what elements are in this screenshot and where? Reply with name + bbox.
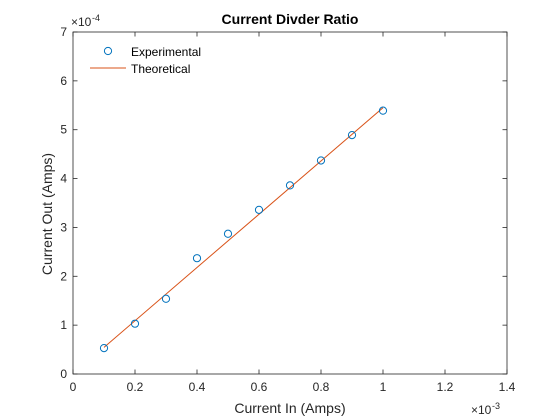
- y-tick-label: 4: [60, 172, 67, 186]
- theoretical-line: [103, 107, 384, 348]
- x-tick-label: 0: [70, 380, 77, 394]
- experimental-point: [161, 294, 171, 303]
- series-layer: [99, 106, 388, 353]
- y-tick-label: 3: [60, 220, 67, 234]
- experimental-point: [99, 344, 109, 353]
- legend-experimental-label: Experimental: [131, 45, 201, 59]
- tick-labels: 0 0.2 0.4 0.6 0.8 1 1.2 1.4 0 1 2 3 4 5 6 7: [60, 25, 515, 394]
- experimental-point: [378, 106, 388, 115]
- experimental-point: [192, 254, 202, 263]
- x-tick-label: 1.4: [499, 380, 516, 394]
- legend-theoretical-label: Theoretical: [131, 62, 190, 76]
- legend: Experimental Theoretical: [90, 45, 201, 76]
- y-tick-label: 0: [60, 367, 67, 381]
- plot-frame: [72, 31, 508, 375]
- experimental-point: [347, 130, 357, 140]
- x-tick-label: 0.4: [189, 380, 206, 394]
- x-tick-label: 1.2: [437, 380, 454, 394]
- x-axis-label: Current In (Amps): [234, 400, 345, 416]
- svg-text:×10: ×10: [471, 403, 492, 417]
- y-tick-label: 5: [60, 123, 67, 137]
- experimental-point: [223, 229, 233, 238]
- experimental-point: [254, 205, 264, 214]
- y-axis-exponent: ×10 -4: [71, 13, 100, 29]
- x-exponent-value: -3: [492, 401, 500, 411]
- plot-background: [73, 32, 507, 374]
- x-tick-label: 0.8: [313, 380, 330, 394]
- experimental-point: [316, 156, 326, 165]
- x-axis-exponent: ×10 -3: [471, 401, 500, 417]
- legend-experimental-marker: [103, 46, 113, 56]
- x-tick-label: 1: [380, 380, 387, 394]
- y-axis-label: Current Out (Amps): [39, 153, 55, 275]
- chart-title: Current Divder Ratio: [222, 11, 359, 27]
- y-tick-label: 1: [60, 318, 67, 332]
- y-tick-label: 6: [60, 74, 67, 88]
- plot-area: [73, 32, 507, 374]
- y-tick-label: 7: [60, 25, 67, 39]
- experimental-point: [285, 181, 295, 190]
- y-exponent-value: -4: [92, 13, 100, 23]
- experimental-point: [130, 319, 140, 328]
- x-tick-label: 0.6: [251, 380, 268, 394]
- y-tick-label: 2: [60, 269, 67, 283]
- x-tick-label: 0.2: [127, 380, 144, 394]
- svg-text:×10: ×10: [71, 15, 92, 29]
